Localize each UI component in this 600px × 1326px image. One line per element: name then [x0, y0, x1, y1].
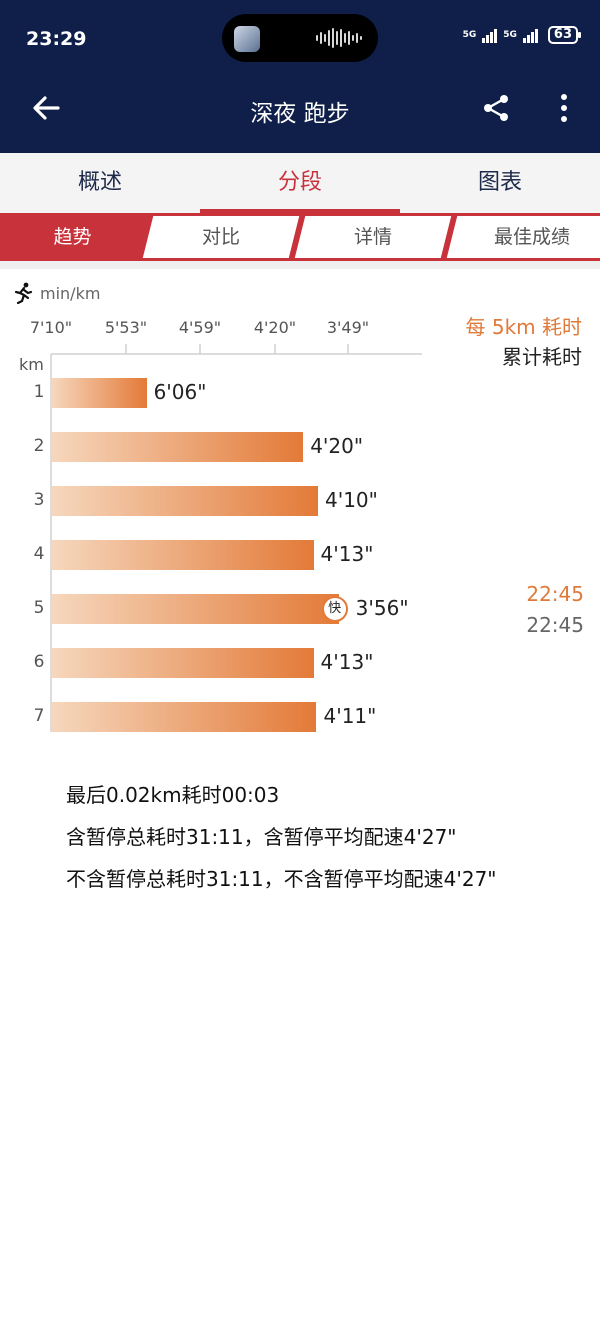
unit-label: min/km [40, 283, 101, 303]
unit-row: min/km [12, 282, 100, 304]
summary-without-pause: 不含暂停总耗时31:11，不含暂停平均配速4'27" [66, 867, 497, 891]
audio-wave-icon [316, 28, 362, 48]
split-bar[interactable] [52, 648, 314, 678]
chart-axes [50, 344, 422, 732]
top-bar: 23:29 5G 5G 63 深夜 跑步 [0, 0, 600, 153]
split-bar[interactable] [52, 702, 317, 732]
split-pace-value: 4'11" [323, 704, 377, 728]
tab-splits[interactable]: 分段 [200, 153, 400, 213]
km-row-label: 7 [33, 706, 45, 726]
km-row-label: 1 [33, 382, 45, 402]
subtab-trend[interactable]: 趋势 [53, 226, 92, 248]
summary-last-segment: 最后0.02km耗时00:03 [66, 783, 280, 807]
split-bar[interactable] [52, 432, 304, 462]
tab-overview[interactable]: 概述 [77, 170, 122, 195]
network-label-1: 5G [462, 29, 477, 40]
split-bar[interactable] [52, 486, 318, 516]
page-title: 深夜 跑步 [250, 101, 350, 127]
km-row-label: 4 [33, 544, 45, 564]
signal-icon [482, 27, 498, 43]
split-pace-value: 4'20" [310, 434, 364, 458]
legend-split: 每 5km 耗时 [465, 315, 582, 339]
km-row-label: 3 [33, 490, 45, 510]
km-row-label: 6 [33, 652, 45, 672]
status-indicators: 5G 5G 63 [462, 26, 582, 44]
more-vertical-icon [561, 94, 567, 122]
x-tick-label: 4'59" [178, 318, 222, 337]
five-km-split-time: 22:45 [526, 582, 584, 606]
fastest-badge: 快 [321, 596, 348, 622]
row-axis-label: km [19, 355, 44, 374]
km-row-label: 2 [33, 436, 45, 456]
sub-tabs: 趋势 对比 详情 最佳成绩 [0, 213, 600, 261]
runner-icon [14, 282, 33, 304]
back-button[interactable] [28, 90, 64, 126]
signal-icon-2 [522, 27, 538, 43]
x-tick-label: 7'10" [29, 318, 73, 337]
split-bar[interactable] [52, 378, 147, 408]
arrow-left-icon [33, 96, 60, 120]
section-divider [0, 261, 600, 269]
split-bar[interactable] [52, 540, 314, 570]
split-pace-value: 4'13" [320, 650, 374, 674]
split-pace-value: 4'10" [324, 488, 378, 512]
network-label-2: 5G [503, 29, 517, 40]
summary-with-pause: 含暂停总耗时31:11，含暂停平均配速4'27" [66, 825, 457, 849]
share-icon [484, 95, 508, 121]
more-button[interactable] [552, 92, 576, 124]
music-app-icon [234, 26, 260, 52]
five-km-cumulative-time: 22:45 [526, 613, 584, 637]
dynamic-island [222, 14, 378, 62]
tab-charts[interactable]: 图表 [477, 170, 522, 195]
status-time: 23:29 [26, 28, 87, 50]
split-pace-value: 3'56" [355, 596, 409, 620]
split-bar[interactable] [52, 594, 339, 624]
x-tick-label: 5'53" [104, 318, 148, 337]
x-tick-label: 4'20" [253, 318, 297, 337]
share-button[interactable] [480, 92, 512, 124]
split-pace-value: 6'06" [153, 380, 207, 404]
legend-cumulative: 累计耗时 [502, 345, 582, 369]
split-pace-value: 4'13" [320, 542, 374, 566]
x-tick-label: 3'49" [326, 318, 370, 337]
km-row-label: 5 [33, 598, 45, 618]
battery-icon: 63 [547, 26, 582, 44]
main-tabs: 概述 分段 图表 [0, 153, 600, 213]
